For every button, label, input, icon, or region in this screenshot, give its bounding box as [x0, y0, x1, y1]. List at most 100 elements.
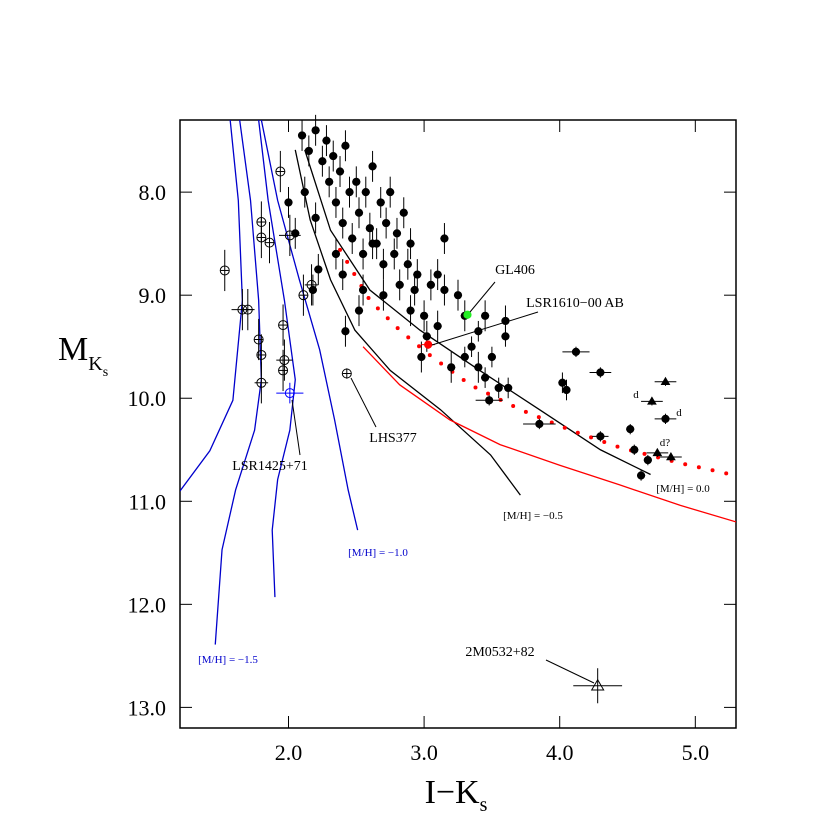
- point: [335, 167, 345, 176]
- point: [338, 270, 347, 279]
- point: [481, 373, 490, 382]
- point: [306, 279, 317, 290]
- point: [481, 311, 490, 320]
- point: [341, 327, 350, 336]
- point: [341, 368, 352, 379]
- point: [390, 249, 399, 259]
- point: [460, 352, 469, 362]
- y-label-subsub: s: [103, 365, 108, 380]
- annotation: [M/H] = 0.0: [656, 483, 710, 495]
- annotation: [M/H] = −1.0: [348, 547, 408, 559]
- point: [352, 177, 361, 186]
- point: [253, 334, 264, 345]
- point: [453, 291, 463, 300]
- point: [422, 332, 431, 341]
- point: [256, 377, 267, 388]
- model-curve: [294, 149, 521, 496]
- x-axis-label: I−Ks: [425, 774, 488, 816]
- point: [311, 213, 320, 222]
- point: [643, 455, 652, 465]
- point: [379, 260, 388, 269]
- y-tick-label: 12.0: [128, 592, 167, 617]
- point: [318, 157, 327, 166]
- point: [661, 414, 670, 423]
- point: [300, 188, 309, 197]
- point: [571, 347, 581, 356]
- point: [504, 383, 513, 393]
- x-tick-label: 5.0: [682, 740, 710, 765]
- point: [395, 280, 404, 289]
- y-label-main: M: [58, 331, 88, 368]
- y-tick-label: 9.0: [139, 283, 167, 308]
- point: [341, 141, 350, 150]
- model-curve: [214, 120, 263, 645]
- point: [348, 234, 357, 243]
- point: [219, 265, 230, 276]
- point: [433, 322, 442, 331]
- point: [424, 340, 433, 349]
- x-tick-label: 2.0: [275, 740, 303, 765]
- point: [558, 378, 567, 387]
- x-label-sub: s: [480, 794, 488, 816]
- point: [487, 352, 497, 362]
- point: [447, 363, 456, 372]
- point: [596, 432, 605, 441]
- annotation: d?: [660, 437, 671, 449]
- point: [358, 285, 368, 295]
- point: [278, 365, 289, 376]
- point: [433, 270, 442, 279]
- plot-frame: [179, 119, 737, 729]
- leader-line: [350, 377, 377, 428]
- point: [338, 218, 347, 228]
- point: [275, 166, 286, 177]
- point: [365, 224, 374, 233]
- point: [376, 198, 385, 207]
- point: [440, 285, 449, 295]
- point: [242, 304, 253, 315]
- leader-line: [545, 659, 595, 684]
- point: [410, 285, 419, 295]
- point: [386, 188, 395, 197]
- point: [406, 306, 415, 315]
- point: [636, 471, 646, 480]
- point: [325, 177, 334, 186]
- point: [354, 208, 364, 217]
- annotation: LSR1425+71: [232, 459, 308, 474]
- triangle-point: [647, 396, 657, 405]
- point: [284, 230, 295, 241]
- model-curve: [362, 346, 736, 523]
- point: [284, 198, 293, 207]
- annotation: LSR1610−00 AB: [526, 296, 624, 311]
- point: [630, 445, 639, 454]
- point: [311, 126, 320, 135]
- point: [494, 383, 503, 393]
- point: [368, 162, 377, 171]
- point: [626, 425, 635, 434]
- annotation: [M/H] = −0.5: [503, 510, 563, 522]
- point: [413, 270, 422, 279]
- point: [474, 363, 483, 372]
- x-tick-label: 3.0: [410, 740, 438, 765]
- point: [354, 306, 364, 315]
- point: [278, 320, 289, 331]
- y-axis-label: MKs: [58, 331, 108, 380]
- point: [403, 260, 412, 269]
- model-curve: [260, 120, 359, 531]
- point: [361, 188, 370, 197]
- annotation: [M/H] = −1.5: [198, 654, 258, 666]
- point: [297, 131, 307, 140]
- point: [358, 249, 368, 259]
- triangle-point: [666, 451, 676, 461]
- leader-line: [291, 399, 301, 456]
- x-label-main: I−K: [425, 774, 480, 811]
- annotation: GL406: [495, 263, 535, 278]
- model-curve: [180, 120, 244, 492]
- leader-line: [431, 311, 539, 346]
- point: [596, 368, 605, 377]
- point: [329, 151, 338, 161]
- leader-line: [469, 281, 496, 313]
- point: [279, 355, 290, 366]
- point: [463, 310, 472, 319]
